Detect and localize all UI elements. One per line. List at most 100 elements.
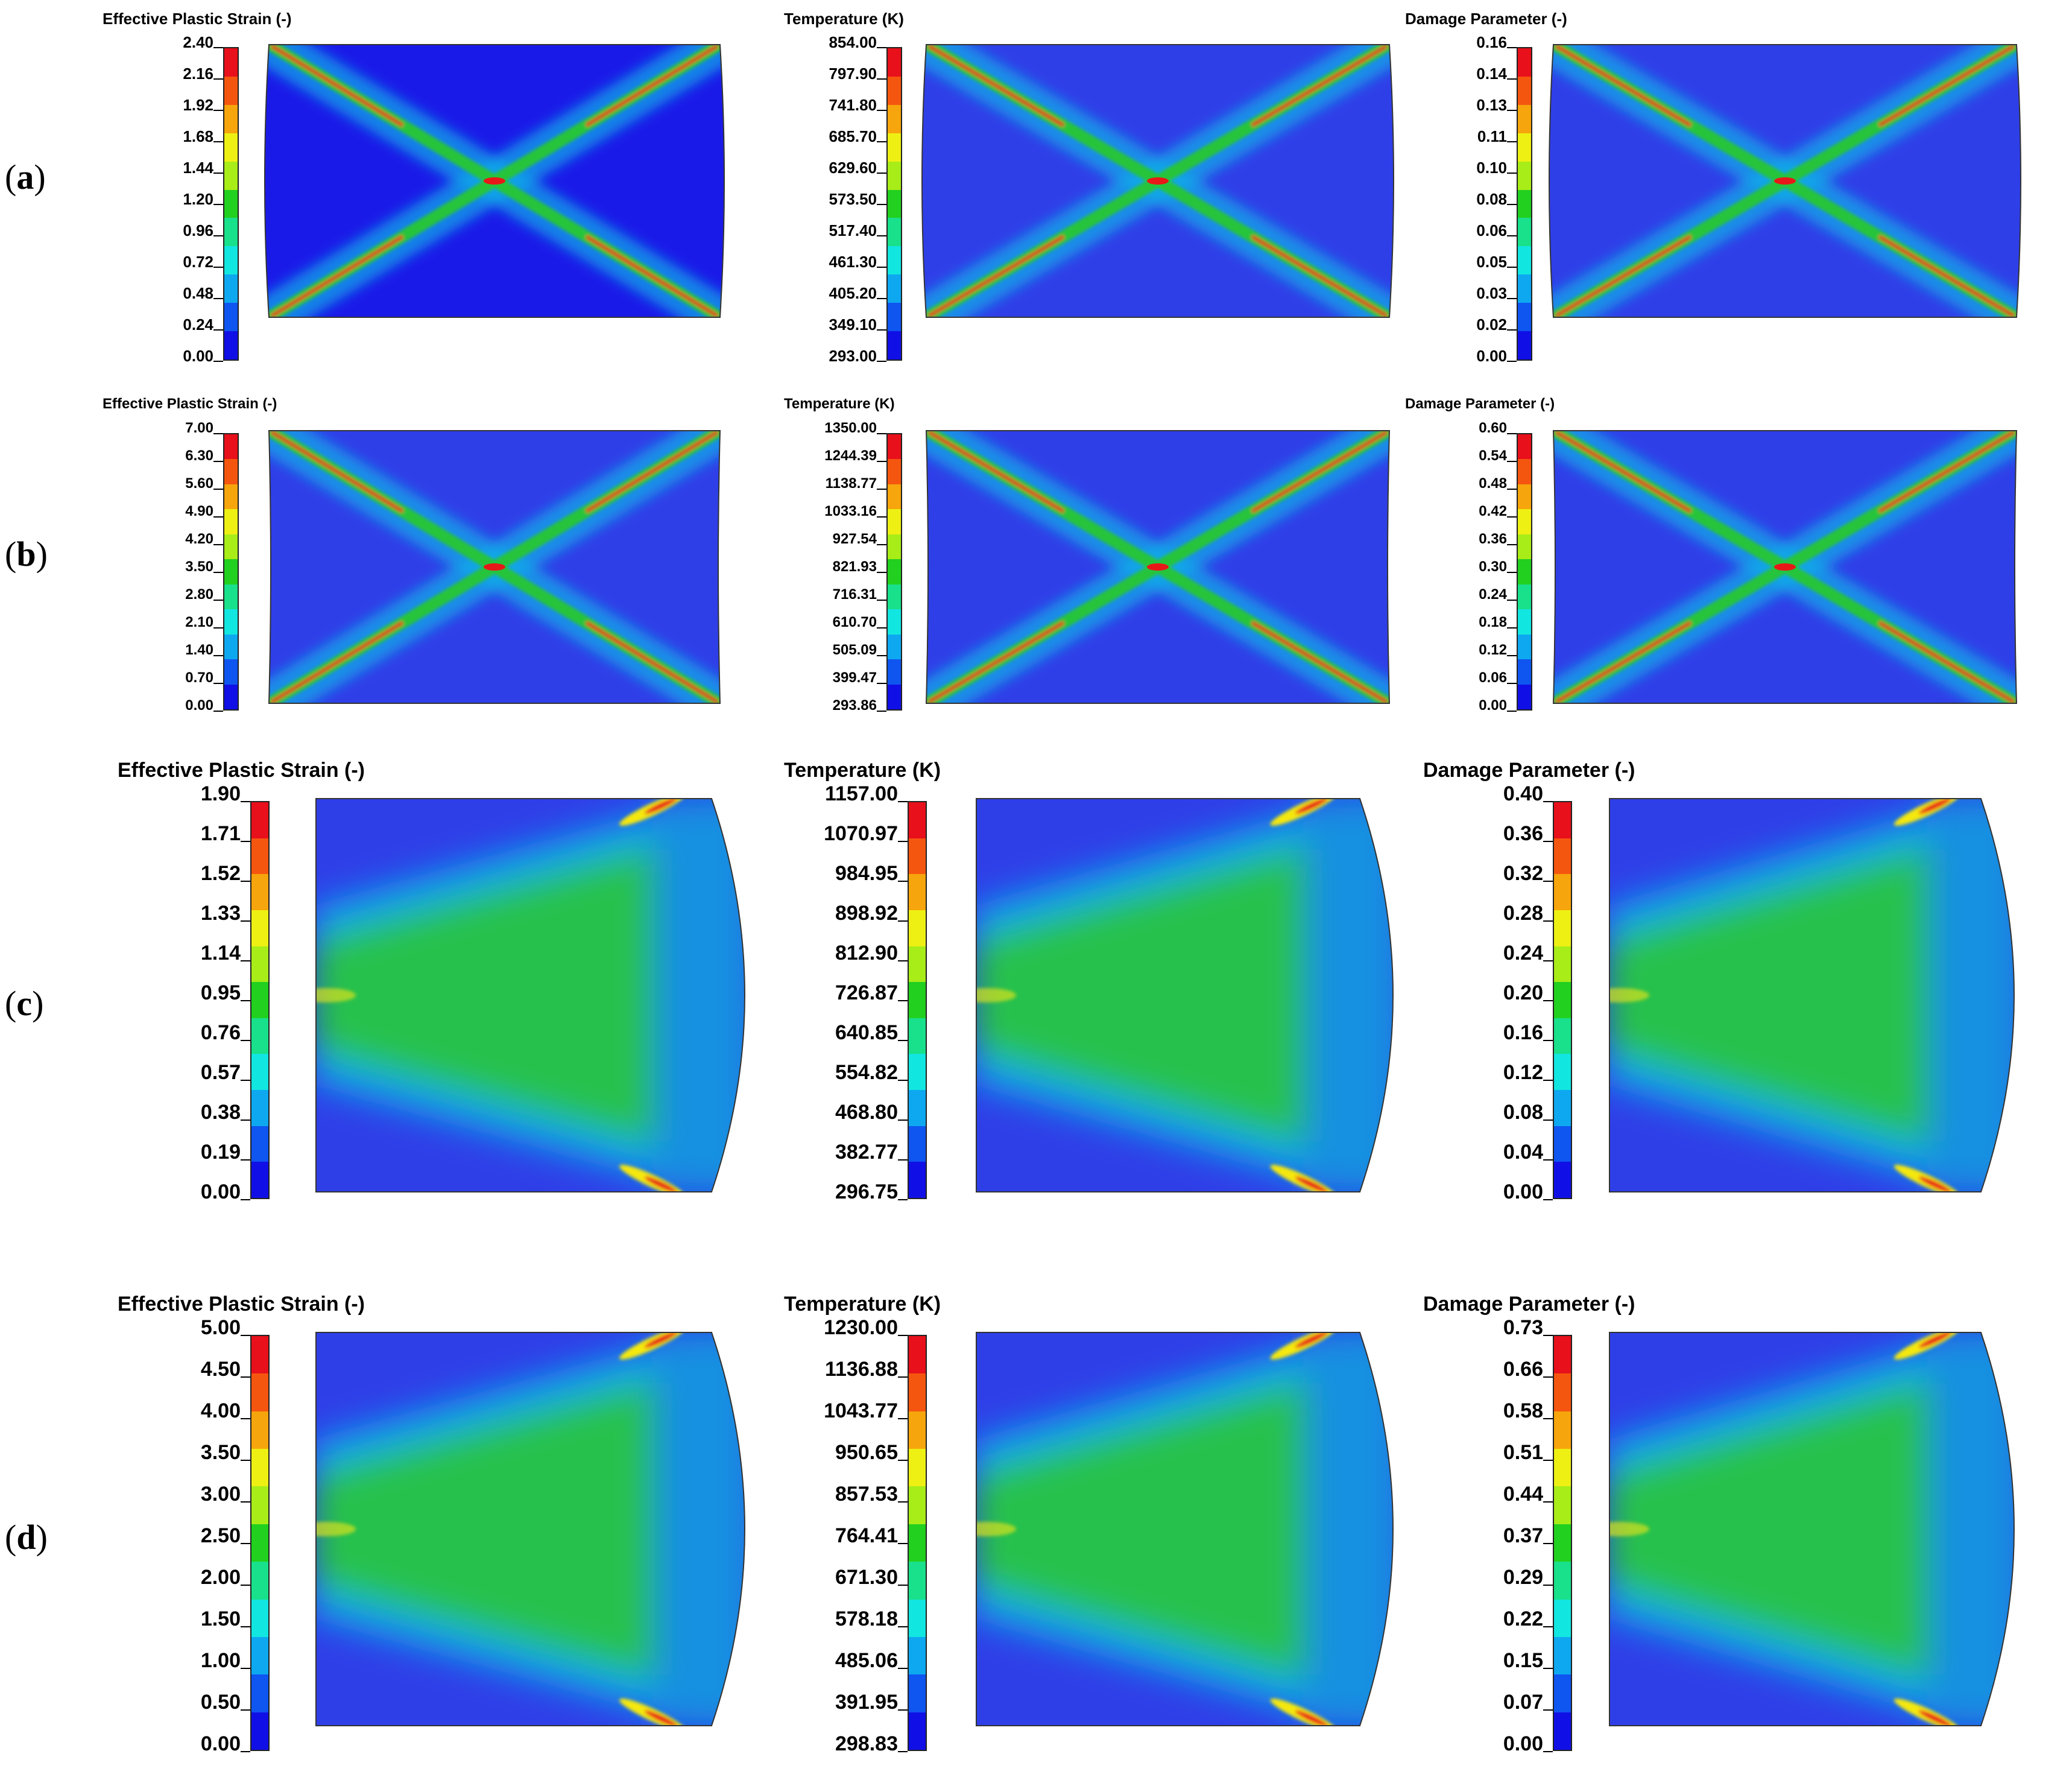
field-body xyxy=(976,799,1393,1192)
hot-line xyxy=(927,45,1065,127)
colorbar-segment xyxy=(888,189,901,218)
colorbar-tick-label: 1136.88 xyxy=(824,1358,898,1381)
colorbar-tick-mark xyxy=(1507,489,1517,490)
colorbar-segment xyxy=(224,331,238,359)
colorbar-tick-label: 1350.00 xyxy=(824,420,877,437)
colorbar-tick-label: 821.93 xyxy=(832,559,877,575)
colorbar-segment xyxy=(251,1162,268,1198)
colorbar-segment xyxy=(1518,48,1531,77)
colorbar xyxy=(886,433,902,711)
colorbar-tick-label: 1.20 xyxy=(183,189,213,208)
colorbar-tick-label: 812.90 xyxy=(835,942,898,965)
colorbar-tick-label: 0.00 xyxy=(200,1180,241,1204)
colorbar-tick-mark xyxy=(213,461,223,462)
colorbar xyxy=(1517,47,1532,361)
colorbar-tick-mark xyxy=(1507,361,1517,362)
colorbar-tick-mark xyxy=(241,881,250,882)
colorbar-segment xyxy=(909,874,926,910)
colorbar-segment xyxy=(224,189,238,218)
corner-hotspots xyxy=(976,799,1336,1192)
colorbar-tick-mark xyxy=(241,920,250,922)
contour-field xyxy=(315,1332,745,1726)
colorbar-segment xyxy=(888,509,901,534)
plastic-zone-inner xyxy=(1609,844,1935,1147)
colorbar-tick-mark xyxy=(1543,1159,1553,1161)
colorbar-tick-mark xyxy=(241,1543,250,1544)
colorbar-segment xyxy=(909,1599,926,1637)
row-label-open: ( xyxy=(5,157,17,197)
colorbar-tick-mark xyxy=(241,1709,250,1711)
colorbar-tick-mark xyxy=(213,47,223,48)
colorbar-segment xyxy=(1554,910,1571,946)
colorbar-tick-label: 797.90 xyxy=(829,64,877,83)
plastic-zone-inner xyxy=(1609,1378,1935,1680)
colorbar-tick-label: 0.12 xyxy=(1503,1061,1543,1085)
corner-core-top xyxy=(1295,799,1328,814)
colorbar-segment xyxy=(1554,1449,1571,1487)
colorbar-tick-mark xyxy=(898,1199,908,1200)
colorbar-tick-mark xyxy=(213,361,223,362)
field-body xyxy=(922,45,1394,317)
colorbar-tick-label: 1.68 xyxy=(183,127,213,145)
colorbar-tick-mark xyxy=(877,78,886,80)
corner-hotspots xyxy=(316,799,686,1192)
corner-core-bottom xyxy=(644,1710,678,1726)
corner-hotspots xyxy=(1609,799,1960,1192)
colorbar-segment xyxy=(1554,1373,1571,1411)
hot-line xyxy=(270,621,404,703)
colorbar-tick-label: 0.00 xyxy=(1503,1180,1543,1204)
panel-title: Effective Plastic Strain (-) xyxy=(118,1293,365,1316)
colorbar-segment xyxy=(888,303,901,332)
colorbar-tick-mark xyxy=(1543,1668,1553,1669)
colorbar-tick-mark xyxy=(1543,1626,1553,1627)
corner-core-bottom xyxy=(1918,1176,1952,1192)
row-label: (a) xyxy=(5,157,46,197)
colorbar-tick-label: 2.80 xyxy=(185,586,213,603)
colorbar-tick-mark xyxy=(213,600,223,601)
colorbar-tick-label: 0.60 xyxy=(1479,420,1507,437)
colorbar-segment xyxy=(1518,434,1531,460)
colorbar-tick-label: 0.54 xyxy=(1479,448,1507,464)
colorbar-tick-label: 485.06 xyxy=(835,1649,898,1673)
colorbar-tick-mark xyxy=(1543,1585,1553,1586)
hot-line xyxy=(927,235,1065,317)
colorbar-tick-mark xyxy=(898,1543,908,1544)
colorbar-tick-mark xyxy=(1507,173,1517,174)
corner-core-top xyxy=(1918,799,1952,814)
contour-field xyxy=(921,44,1394,318)
colorbar-tick-label: 391.95 xyxy=(835,1691,898,1714)
colorbar-segment xyxy=(888,534,901,560)
colorbar-tick-mark xyxy=(241,1159,250,1161)
row-label: (b) xyxy=(5,534,48,574)
corner-core-top xyxy=(644,799,678,814)
colorbar-segment xyxy=(251,1411,268,1449)
row-label: (d) xyxy=(5,1517,48,1557)
colorbar-tick-mark xyxy=(877,655,886,656)
colorbar-tick-mark xyxy=(1507,461,1517,462)
colorbar-tick-mark xyxy=(241,1418,250,1419)
colorbar-segment xyxy=(1554,1054,1571,1090)
colorbar-segment xyxy=(1554,874,1571,910)
colorbar-tick-mark xyxy=(213,711,223,712)
axis-hotspot xyxy=(976,1522,1016,1536)
colorbar-tick-mark xyxy=(1507,78,1517,80)
colorbar-segment xyxy=(1518,218,1531,247)
colorbar-tick-label: 629.60 xyxy=(829,158,877,177)
colorbar-tick-label: 554.82 xyxy=(835,1061,898,1085)
colorbar-tick-label: 7.00 xyxy=(185,420,213,437)
colorbar-tick-mark xyxy=(241,841,250,842)
field-outline xyxy=(921,44,1394,318)
plastic-zone-inner xyxy=(976,1378,1312,1680)
colorbar-segment xyxy=(251,1636,268,1675)
colorbar-segment xyxy=(1554,1018,1571,1054)
colorbar-tick-label: 0.96 xyxy=(183,221,213,239)
panel-title: Effective Plastic Strain (-) xyxy=(118,759,365,782)
colorbar-tick-mark xyxy=(1507,600,1517,601)
colorbar-tick-mark xyxy=(898,1000,908,1001)
colorbar-tick-label: 685.70 xyxy=(829,127,877,145)
colorbar-tick-mark xyxy=(898,841,908,842)
colorbar-tick-mark xyxy=(213,235,223,236)
hot-line xyxy=(585,431,719,513)
colorbar-segment xyxy=(888,104,901,133)
colorbar-tick-mark xyxy=(213,516,223,518)
